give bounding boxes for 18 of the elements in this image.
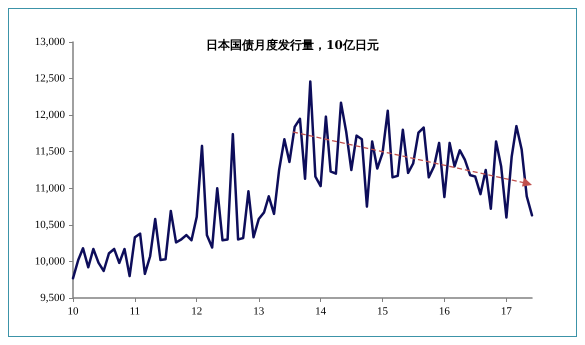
chart-title: 日本国债月度发行量，10亿日元 <box>206 38 379 52</box>
line-series <box>72 80 534 280</box>
y-tick-label: 12,000 <box>34 109 66 122</box>
x-tick-label: 11 <box>130 306 140 318</box>
y-tick-label: 11,000 <box>35 182 66 194</box>
y-tick-label: 10,500 <box>34 218 66 231</box>
y-tick-label: 12,500 <box>34 72 66 85</box>
x-tick-label: 14 <box>315 306 327 318</box>
y-tick-label: 9,500 <box>40 292 66 304</box>
x-tick-label: 12 <box>191 306 202 318</box>
y-tick-label: 10,000 <box>34 255 66 268</box>
x-tick-label: 13 <box>253 306 265 318</box>
y-tick-label: 13,000 <box>34 36 66 48</box>
x-tick-label: 16 <box>438 306 450 318</box>
y-tick-label: 11,500 <box>35 146 66 158</box>
x-tick-label: 15 <box>377 306 389 318</box>
x-tick-label: 10 <box>68 306 79 318</box>
x-tick-label: 17 <box>500 306 512 318</box>
